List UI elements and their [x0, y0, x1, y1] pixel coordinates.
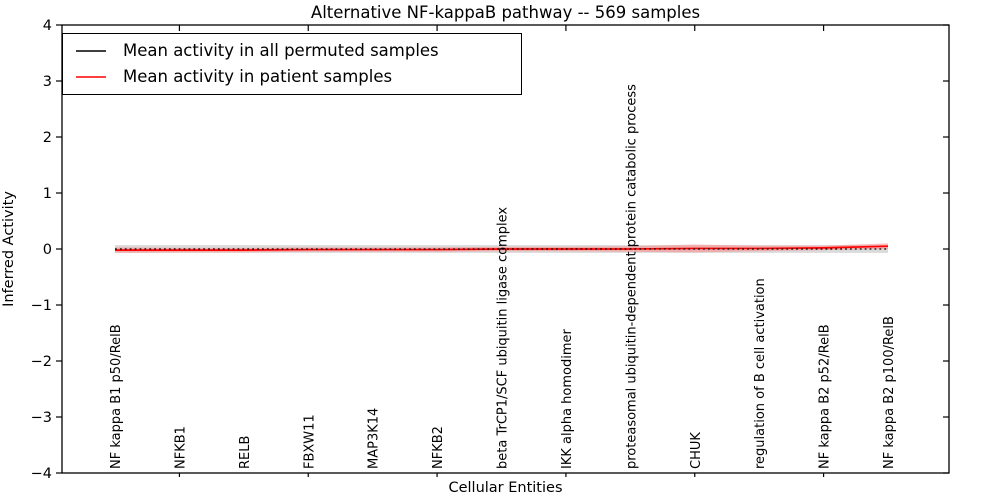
x-category-label: NF kappa B2 p100/RelB [882, 316, 897, 469]
x-category-label: proteasomal ubiquitin-dependent protein … [624, 84, 639, 469]
y-tick-label: 4 [43, 18, 52, 34]
x-category-label: NFKB2 [431, 426, 446, 469]
y-tick-label: 0 [43, 242, 52, 258]
legend-entry-permuted: Mean activity in all permuted samples [75, 41, 521, 60]
y-tick-label: −4 [31, 466, 52, 482]
x-category-label: CHUK [689, 432, 704, 469]
x-category-label: regulation of B cell activation [753, 278, 768, 469]
x-category-label: RELB [238, 436, 253, 469]
x-category-label: NF kappa B1 p50/RelB [109, 324, 124, 469]
x-axis-label: Cellular Entities [448, 480, 563, 496]
y-tick-label: −1 [31, 298, 52, 314]
y-tick-label: 1 [43, 186, 52, 202]
x-category-label: FBXW11 [302, 414, 317, 469]
legend-line-black [76, 50, 106, 53]
y-tick-label: 2 [43, 130, 52, 146]
x-category-label: NF kappa B2 p52/RelB [818, 324, 833, 469]
x-category-label: NFKB1 [173, 426, 188, 469]
series-line-1 [115, 245, 889, 251]
legend-entry-patient: Mean activity in patient samples [75, 66, 521, 86]
legend-label-patient: Mean activity in patient samples [123, 66, 393, 86]
x-category-label: MAP3K14 [367, 408, 382, 469]
legend-line-red [76, 75, 106, 78]
legend: Mean activity in all permuted samples Me… [62, 33, 522, 95]
y-tick-label: −2 [31, 354, 52, 370]
x-category-label: beta TrCP1/SCF ubiquitin ligase complex [496, 207, 511, 469]
x-category-label: IKK alpha homodimer [560, 328, 575, 469]
chart-title: Alternative NF-kappaB pathway -- 569 sam… [310, 3, 701, 22]
y-tick-label: −3 [31, 410, 52, 426]
legend-label-permuted: Mean activity in all permuted samples [123, 41, 439, 60]
y-tick-label: 3 [43, 74, 52, 90]
